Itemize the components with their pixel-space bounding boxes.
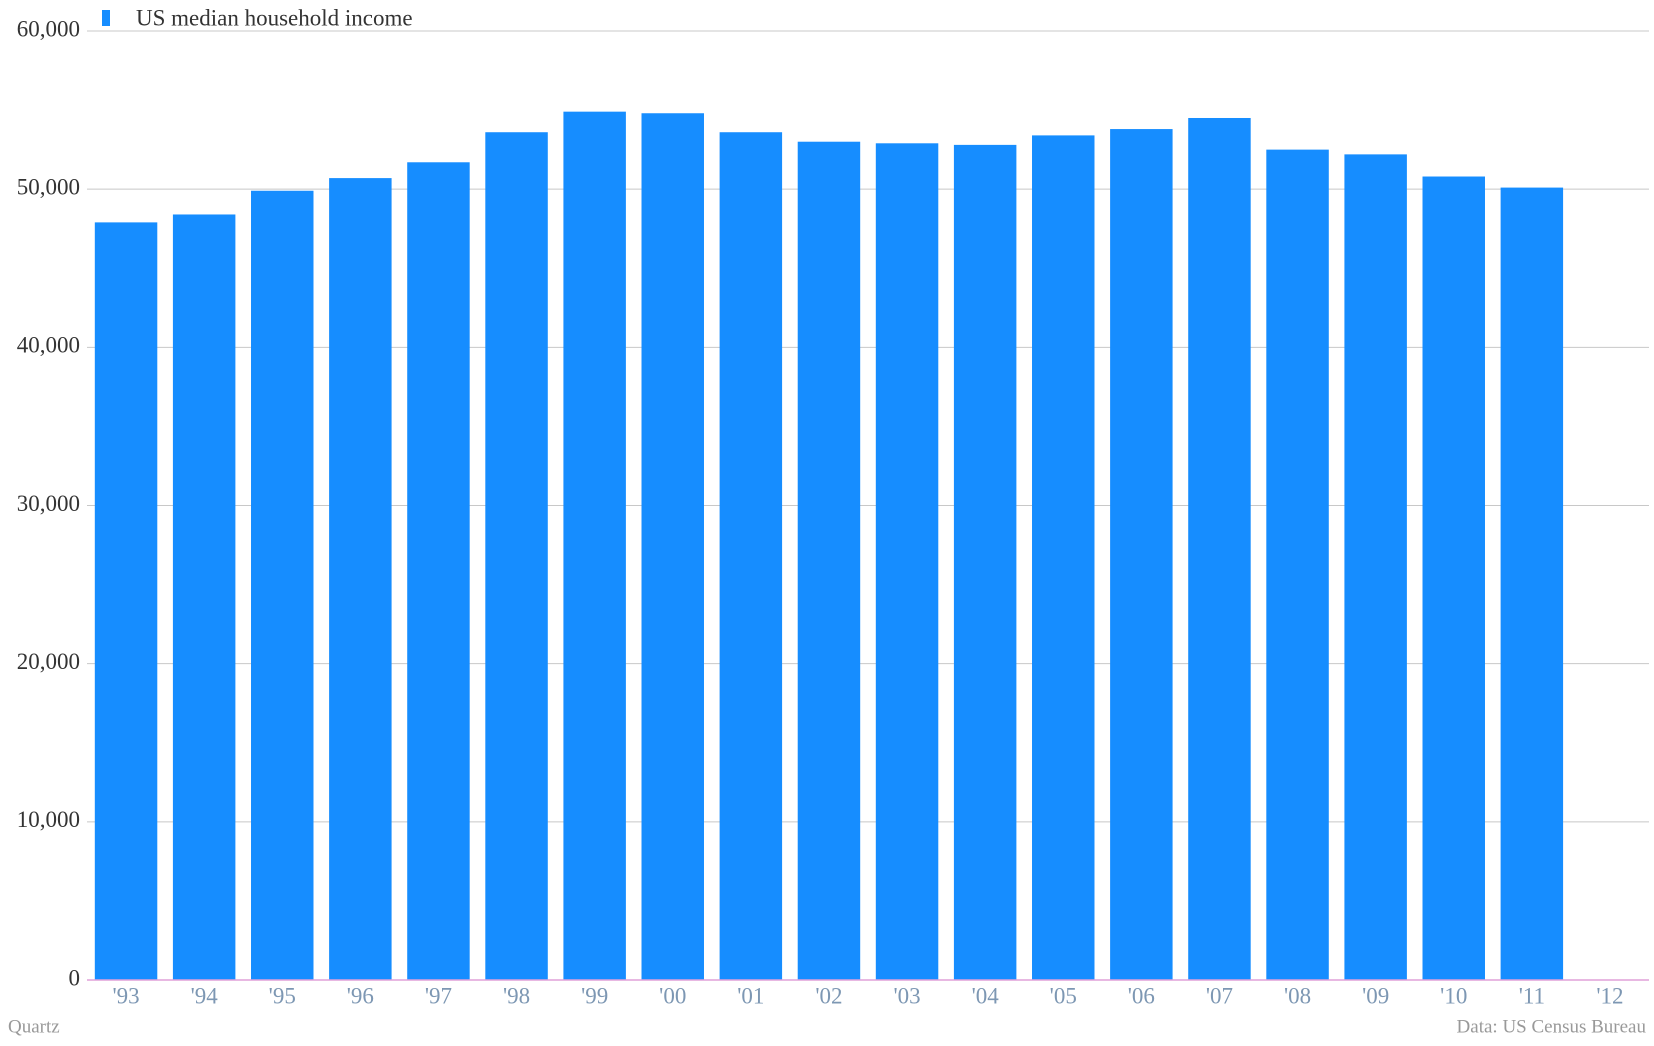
x-tick-label: '05: [1050, 983, 1077, 1008]
x-tick-label: '96: [347, 983, 374, 1008]
x-tick-label: '03: [893, 983, 920, 1008]
y-tick-label: 60,000: [17, 16, 80, 41]
x-tick-label: '07: [1206, 983, 1233, 1008]
bar: [1110, 129, 1173, 980]
bar: [641, 113, 704, 981]
x-tick-label: '99: [581, 983, 608, 1008]
x-tick-label: '95: [269, 983, 296, 1008]
bar: [251, 190, 314, 980]
y-tick-label: 20,000: [17, 649, 80, 674]
bar: [719, 132, 783, 980]
x-tick-label: '09: [1362, 983, 1389, 1008]
legend-label: US median household income: [136, 5, 413, 30]
bar: [94, 222, 158, 981]
bar: [172, 214, 236, 980]
bar: [875, 143, 939, 980]
bar: [1188, 117, 1251, 980]
x-tick-label: '01: [737, 983, 764, 1008]
bar: [953, 144, 1017, 980]
x-tick-label: '04: [972, 983, 1000, 1008]
bar: [1500, 187, 1564, 980]
x-tick-label: '00: [659, 983, 686, 1008]
bar: [1266, 149, 1329, 980]
x-tick-label: '12: [1596, 983, 1623, 1008]
bar: [329, 178, 392, 981]
x-tick-label: '08: [1284, 983, 1311, 1008]
bar: [407, 162, 470, 981]
bar: [1344, 154, 1407, 980]
x-tick-label: '97: [425, 983, 452, 1008]
bar: [1422, 176, 1485, 981]
credit: Quartz: [8, 1016, 60, 1037]
y-tick-label: 30,000: [17, 491, 80, 516]
y-tick-label: 40,000: [17, 333, 80, 358]
x-tick-label: '10: [1440, 983, 1467, 1008]
x-tick-label: '11: [1519, 983, 1545, 1008]
bar: [485, 132, 548, 980]
bar: [797, 141, 861, 980]
x-tick-label: '02: [815, 983, 842, 1008]
x-tick-label: '94: [191, 983, 219, 1008]
y-tick-label: 0: [69, 965, 81, 990]
legend-marker: [102, 10, 110, 26]
bar: [563, 111, 626, 981]
x-tick-label: '93: [112, 983, 139, 1008]
y-tick-label: 10,000: [17, 807, 80, 832]
x-tick-label: '06: [1128, 983, 1155, 1008]
x-tick-label: '98: [503, 983, 530, 1008]
bar: [1032, 135, 1095, 980]
y-tick-label: 50,000: [17, 174, 80, 199]
source: Data: US Census Bureau: [1457, 1016, 1647, 1037]
